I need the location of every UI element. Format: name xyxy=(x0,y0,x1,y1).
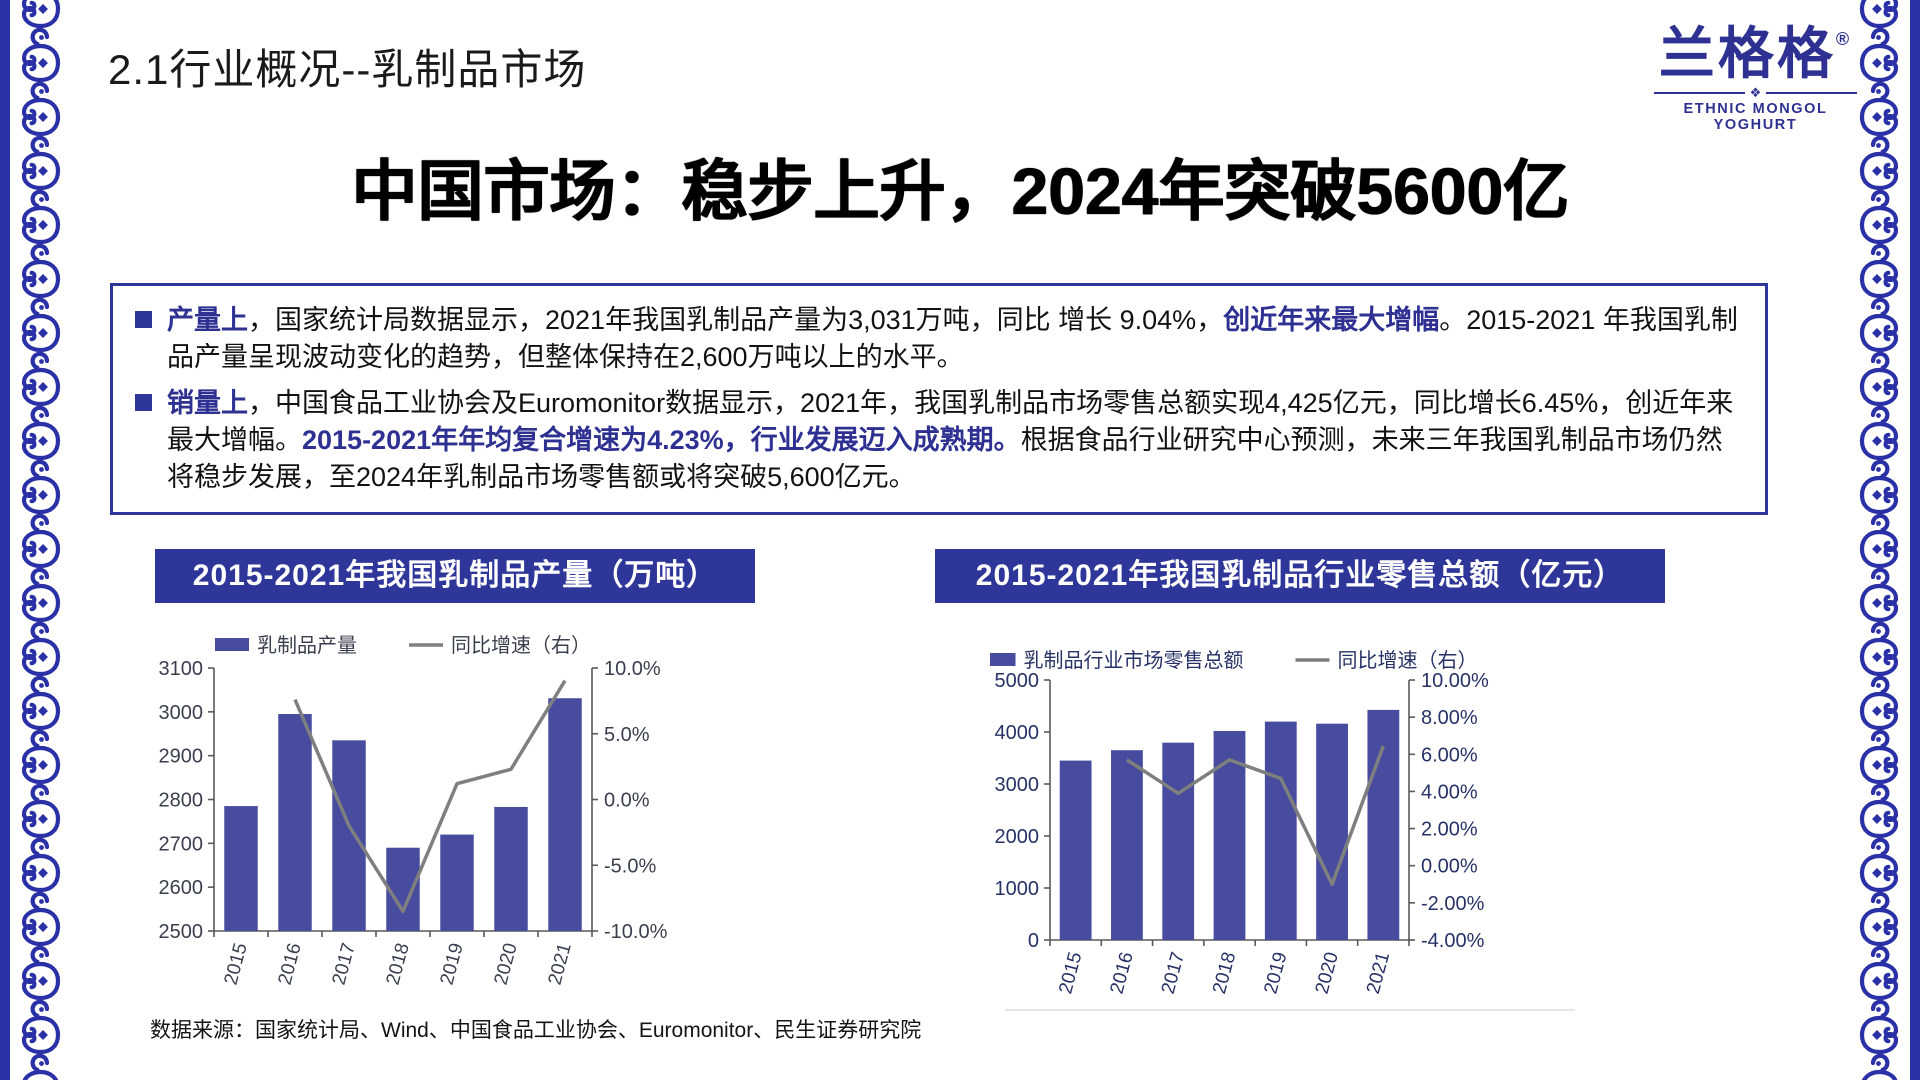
bullet-text: 产量上，国家统计局数据显示，2021年我国乳制品产量为3,031万吨，同比 增长… xyxy=(167,305,1738,372)
svg-text:2015: 2015 xyxy=(221,941,252,987)
svg-text:2016: 2016 xyxy=(1107,950,1138,996)
svg-text:2018: 2018 xyxy=(1209,950,1240,996)
production-combo-chart: 乳制品产量 同比增速（右） 2500 2600 2700 2800 2900 3000 3100… xyxy=(159,634,668,987)
svg-text:2800: 2800 xyxy=(159,790,204,812)
svg-text:-4.00%: -4.00% xyxy=(1421,930,1485,952)
svg-text:1000: 1000 xyxy=(995,878,1040,900)
logo-knot-icon: ❖ xyxy=(1749,85,1762,100)
right-axis-labels: -10.0% -5.0% 0.0% 5.0% 10.0% xyxy=(604,658,668,943)
svg-text:2021: 2021 xyxy=(545,941,576,987)
legend: 乳制品产量 同比增速（右） xyxy=(215,634,591,657)
svg-text:2017: 2017 xyxy=(329,941,360,987)
bullet-item: 产量上，国家统计局数据显示，2021年我国乳制品产量为3,031万吨，同比 增长… xyxy=(135,302,1741,376)
svg-text:同比增速（右）: 同比增速（右） xyxy=(451,634,591,657)
svg-text:-5.0%: -5.0% xyxy=(604,855,656,877)
svg-text:10.0%: 10.0% xyxy=(604,658,661,680)
bullet-item: 销量上，中国食品工业协会及Euromonitor数据显示，2021年，我国乳制品… xyxy=(135,385,1741,496)
axes xyxy=(208,667,598,937)
bullet-square-icon xyxy=(135,394,152,411)
svg-text:2019: 2019 xyxy=(437,941,468,987)
svg-text:4.00%: 4.00% xyxy=(1421,781,1478,803)
x-axis-labels: 2015 2016 2017 2018 2019 2020 2021 xyxy=(1055,950,1394,996)
svg-text:2015: 2015 xyxy=(1055,950,1086,996)
growth-line-series xyxy=(293,679,567,914)
svg-text:2018: 2018 xyxy=(383,941,414,987)
left-edge-bar xyxy=(0,0,10,1080)
svg-text:0.0%: 0.0% xyxy=(604,790,650,812)
right-edge-bar xyxy=(1910,0,1920,1080)
svg-text:5000: 5000 xyxy=(995,670,1040,692)
svg-text:3000: 3000 xyxy=(995,774,1040,796)
right-axis-labels: -4.00% -2.00% 0.00% 2.00% 4.00% 6.00% 8.00% 10.… xyxy=(1421,670,1489,952)
svg-text:4000: 4000 xyxy=(995,722,1040,744)
svg-text:2900: 2900 xyxy=(159,746,204,768)
retail-chart-title: 2015-2021年我国乳制品行业零售总额（亿元） xyxy=(935,549,1665,603)
svg-text:8.00%: 8.00% xyxy=(1421,707,1478,729)
svg-text:-2.00%: -2.00% xyxy=(1421,893,1485,915)
slide-headline: 中国市场：稳步上升，2024年突破5600亿 xyxy=(351,154,1569,228)
brand-logo-subtitle: ETHNIC MONGOL YOGHURT xyxy=(1683,101,1828,133)
svg-text:2020: 2020 xyxy=(491,941,522,987)
bar-series xyxy=(224,698,582,931)
brand-logo: 兰格格® ❖ ETHNIC MONGOL YOGHURT xyxy=(1648,26,1863,133)
svg-text:3100: 3100 xyxy=(159,658,204,680)
production-chart-title: 2015-2021年我国乳制品产量（万吨） xyxy=(155,549,755,603)
svg-text:0.00%: 0.00% xyxy=(1421,856,1478,878)
svg-text:2500: 2500 xyxy=(159,921,204,943)
svg-text:2019: 2019 xyxy=(1260,950,1291,996)
svg-text:2000: 2000 xyxy=(995,826,1040,848)
svg-text:2017: 2017 xyxy=(1158,950,1189,996)
svg-text:6.00%: 6.00% xyxy=(1421,744,1478,766)
left-axis-labels: 2500 2600 2700 2800 2900 3000 3100 xyxy=(159,658,204,943)
legend: 乳制品行业市场零售总额 同比增速（右） xyxy=(990,649,1478,672)
x-axis-labels: 2015 2016 2017 2018 2019 2020 2021 xyxy=(221,941,576,987)
right-ornament-pattern xyxy=(1859,0,1899,1080)
svg-text:2600: 2600 xyxy=(159,877,204,899)
left-ornament-pattern xyxy=(21,0,61,1080)
svg-text:乳制品行业市场零售总额: 乳制品行业市场零售总额 xyxy=(1024,649,1244,672)
key-points-box: 产量上，国家统计局数据显示，2021年我国乳制品产量为3,031万吨，同比 增长… xyxy=(110,283,1768,515)
svg-text:3000: 3000 xyxy=(159,702,204,724)
data-source-note: 数据来源：国家统计局、Wind、中国食品工业协会、Euromonitor、民生证… xyxy=(150,1019,922,1042)
logo-divider: ❖ xyxy=(1654,86,1857,99)
svg-text:乳制品产量: 乳制品产量 xyxy=(257,634,357,657)
svg-text:2.00%: 2.00% xyxy=(1421,819,1478,841)
svg-text:0: 0 xyxy=(1028,930,1039,952)
svg-text:2021: 2021 xyxy=(1363,950,1394,996)
svg-text:同比增速（右）: 同比增速（右） xyxy=(1338,649,1478,672)
left-axis-labels: 0 1000 2000 3000 4000 5000 xyxy=(995,670,1040,952)
retail-combo-chart: 乳制品行业市场零售总额 同比增速（右） 0 1000 2000 3000 4000 5000 -… xyxy=(990,649,1575,1011)
brand-logo-name: 兰格格® xyxy=(1658,22,1853,85)
bullet-text: 销量上，中国食品工业协会及Euromonitor数据显示，2021年，我国乳制品… xyxy=(167,388,1734,492)
section-title: 2.1行业概况--乳制品市场 xyxy=(108,46,587,93)
svg-text:5.0%: 5.0% xyxy=(604,724,650,746)
svg-text:2020: 2020 xyxy=(1312,950,1343,996)
bar-series xyxy=(1059,709,1400,940)
growth-line-series xyxy=(1125,745,1385,887)
svg-text:-10.0%: -10.0% xyxy=(604,921,668,943)
svg-text:2016: 2016 xyxy=(275,941,306,987)
svg-text:10.00%: 10.00% xyxy=(1421,670,1489,692)
bullet-square-icon xyxy=(135,311,152,328)
registered-mark: ® xyxy=(1835,29,1853,49)
svg-text:2700: 2700 xyxy=(159,833,204,855)
